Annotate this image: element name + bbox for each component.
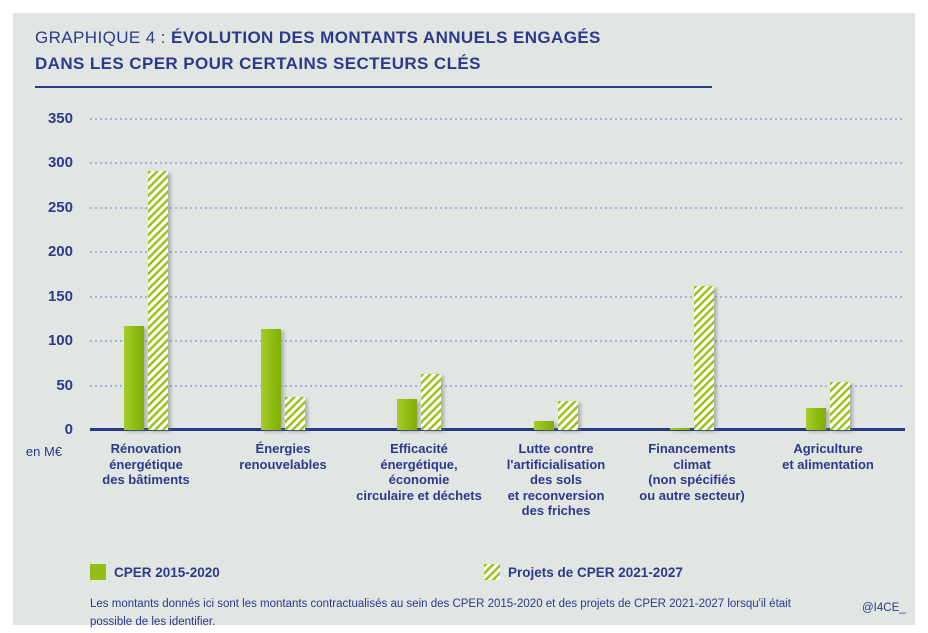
footnote: Les montants donnés ici sont les montant… xyxy=(90,598,791,628)
category-label-5: Agriculture et alimentation xyxy=(782,441,874,472)
y-tick-300: 300 xyxy=(47,154,73,172)
bar-hatched-2 xyxy=(421,374,441,430)
y-tick-200: 200 xyxy=(47,243,73,261)
bar-solid-1 xyxy=(261,329,281,430)
category-label-3: Lutte contre l'artificialisation des sol… xyxy=(506,441,606,519)
chart-title-prefix: GRAPHIQUE 4 : xyxy=(35,28,171,47)
bar-solid-4 xyxy=(670,428,690,430)
y-tick-150: 150 xyxy=(47,287,73,305)
bar-solid-5 xyxy=(806,408,826,430)
category-label-2: Efficacité énergétique, économie circula… xyxy=(356,441,482,503)
chart-title: GRAPHIQUE 4 : ÉVOLUTION DES MONTANTS ANN… xyxy=(35,25,735,76)
bar-hatched-5 xyxy=(830,382,850,430)
gridline-200 xyxy=(90,251,903,254)
y-tick-350: 350 xyxy=(47,110,73,127)
category-label-1: Énergies renouvelables xyxy=(239,441,327,472)
legend-item-cper-2015-2020: CPER 2015-2020 xyxy=(90,564,220,580)
category-label-4: Financements climat (non spécifiés ou au… xyxy=(639,441,745,503)
bar-solid-2 xyxy=(397,399,417,430)
legend-label-cper-2015-2020: CPER 2015-2020 xyxy=(114,564,220,580)
y-tick-50: 50 xyxy=(56,376,73,394)
chart-title-line1: ÉVOLUTION DES MONTANTS ANNUELS ENGAGÉS xyxy=(170,28,601,47)
title-underline xyxy=(35,86,712,88)
y-axis-unit-label: en M€ xyxy=(25,444,63,459)
x-axis-line xyxy=(90,428,905,431)
y-tick-0: 0 xyxy=(64,421,73,438)
chart-panel: GRAPHIQUE 4 : ÉVOLUTION DES MONTANTS ANN… xyxy=(13,13,915,628)
chart-title-line2: DANS LES CPER POUR CERTAINS SECTEURS CLÉ… xyxy=(35,53,481,73)
legend-label-projets-cper-2021-2027: Projets de CPER 2021-2027 xyxy=(508,564,683,580)
bar-hatched-3 xyxy=(558,401,578,430)
bar-solid-0 xyxy=(124,326,144,430)
bar-solid-3 xyxy=(534,421,554,430)
y-tick-250: 250 xyxy=(47,198,73,216)
bar-hatched-1 xyxy=(285,397,305,430)
gridline-150 xyxy=(90,295,903,298)
gridline-250 xyxy=(90,206,903,209)
y-tick-100: 100 xyxy=(47,332,73,350)
legend-swatch-hatched-green xyxy=(484,564,500,580)
legend-swatch-solid-green xyxy=(90,564,106,580)
plot-area xyxy=(90,118,905,431)
bar-hatched-4 xyxy=(694,286,714,430)
credit-handle: @I4CE_ xyxy=(862,602,906,614)
bar-hatched-0 xyxy=(148,171,168,430)
category-label-0: Rénovation énergétique des bâtiments xyxy=(102,441,190,488)
gridline-100 xyxy=(90,340,903,343)
legend-item-projets-cper-2021-2027: Projets de CPER 2021-2027 xyxy=(484,564,683,580)
gridline-350 xyxy=(90,118,903,120)
gridline-50 xyxy=(90,384,903,387)
gridline-300 xyxy=(90,162,903,165)
